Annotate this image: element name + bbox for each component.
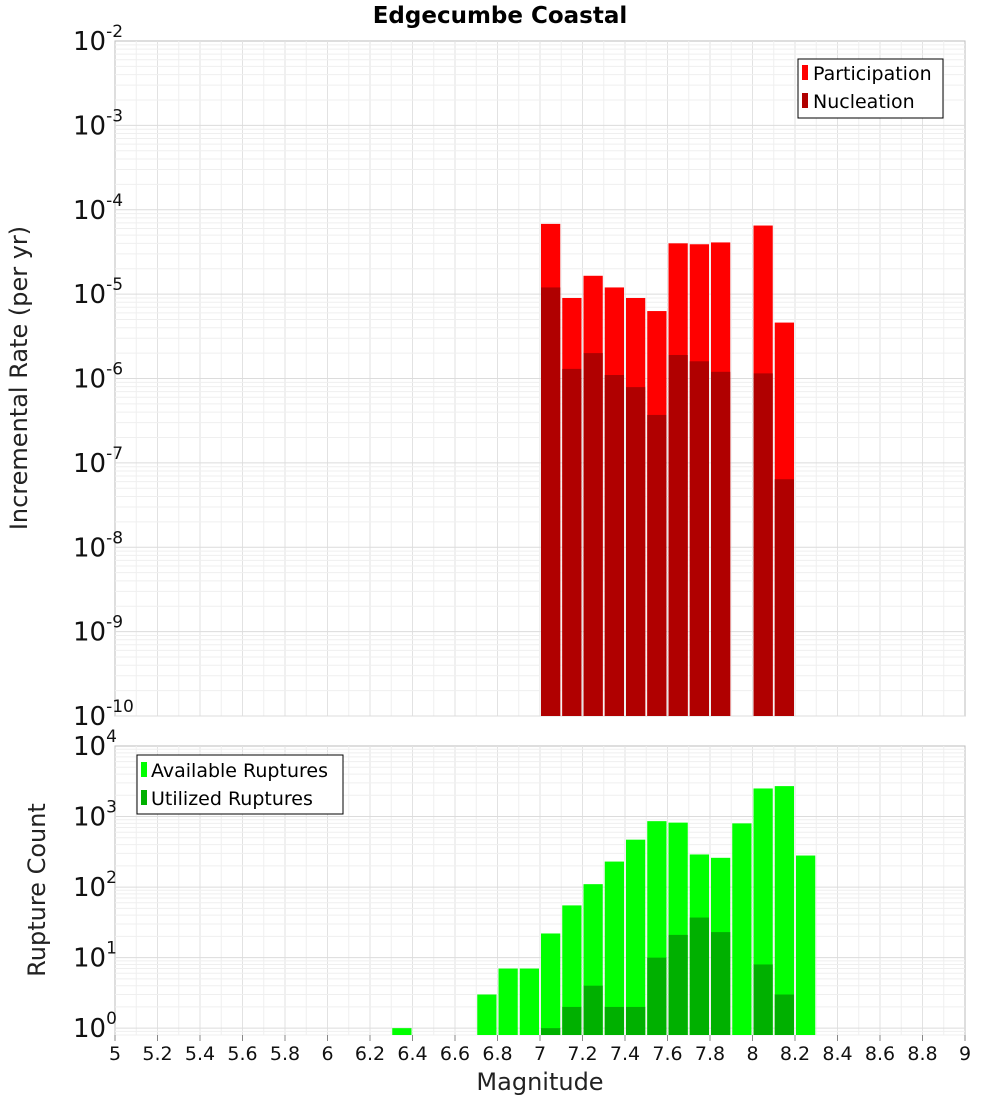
rate-bar-nucleation <box>647 414 667 716</box>
rate-gridlines <box>115 41 965 717</box>
rate-bar-nucleation <box>668 354 688 716</box>
legend-swatch-nucleation <box>802 93 808 108</box>
legend-label-utilized: Utilized Ruptures <box>151 788 313 810</box>
count-y-tick-label: 101 <box>73 939 117 974</box>
rate-y-tick-label: 10-6 <box>73 360 123 395</box>
count-legend: Available Ruptures Utilized Ruptures <box>136 754 344 815</box>
rate-bar-nucleation <box>604 375 624 716</box>
rate-legend: Participation Nucleation <box>797 58 944 119</box>
x-tick-label: 5.8 <box>270 1043 300 1065</box>
x-tick-label: 8.4 <box>822 1043 852 1065</box>
count-y-ticks: 100 101 102 103 104 <box>73 727 117 1044</box>
rate-bar-nucleation <box>562 368 582 716</box>
rate-legend-box <box>797 58 944 119</box>
chart-title: Edgecumbe Coastal <box>373 3 628 29</box>
x-tick-label: 7.8 <box>695 1043 725 1065</box>
legend-label-participation: Participation <box>813 63 932 85</box>
x-tick-label: 8 <box>746 1043 758 1065</box>
rate-y-tick-label: 10-9 <box>73 613 123 648</box>
rate-bar-nucleation <box>689 361 709 716</box>
count-bar-available-ruptures <box>562 905 582 1035</box>
count-y-tick-label: 100 <box>73 1009 117 1044</box>
count-bar-utilized-ruptures <box>689 917 709 1035</box>
count-y-tick-label: 103 <box>73 798 117 833</box>
count-bar-available-ruptures <box>604 861 624 1035</box>
count-bar-available-ruptures <box>796 855 816 1035</box>
count-y-tick-label: 102 <box>73 868 117 903</box>
rate-y-tick-label: 10-5 <box>73 275 123 310</box>
x-tick-label: 5 <box>109 1043 121 1065</box>
count-bar-utilized-ruptures <box>604 1006 624 1035</box>
count-bar-utilized-ruptures <box>647 957 667 1035</box>
count-bar-available-ruptures <box>541 933 561 1035</box>
count-bar-available-ruptures <box>519 968 539 1035</box>
x-tick-label: 7.6 <box>652 1043 682 1065</box>
count-y-tick-label: 104 <box>73 727 117 762</box>
rate-y-tick-label: 10-8 <box>73 528 123 563</box>
x-tick-label: 6.4 <box>397 1043 427 1065</box>
x-tick-label: 8.8 <box>907 1043 937 1065</box>
count-bar-available-ruptures <box>477 994 497 1035</box>
count-bar-utilized-ruptures <box>711 932 731 1035</box>
count-bar-utilized-ruptures <box>753 964 773 1035</box>
x-tick-label: 9 <box>959 1043 971 1065</box>
rate-bar-nucleation <box>774 479 794 716</box>
legend-label-nucleation: Nucleation <box>813 91 915 113</box>
x-axis-ticks: 5 5.2 5.4 5.6 5.8 6 6.2 6.4 6.6 6.8 7 7.2 7.4 7.6 7.8 8… <box>109 1035 971 1065</box>
x-tick-label: 6.8 <box>482 1043 512 1065</box>
x-tick-label: 5.4 <box>185 1043 215 1065</box>
count-bar-utilized-ruptures <box>774 994 794 1035</box>
x-tick-label: 6.6 <box>440 1043 470 1065</box>
x-tick-label: 5.2 <box>142 1043 172 1065</box>
count-bar-available-ruptures <box>732 823 752 1035</box>
count-bar-utilized-ruptures <box>583 985 603 1035</box>
rate-y-tick-label: 10-3 <box>73 106 123 141</box>
rate-y-ticks: 10-10 10-9 10-8 10-7 10-6 10-5 10-4 10-3 10-2 <box>73 22 134 732</box>
rate-y-tick-label: 10-4 <box>73 191 123 226</box>
rate-bars <box>541 223 794 717</box>
x-tick-label: 5.6 <box>227 1043 257 1065</box>
count-bar-utilized-ruptures <box>562 1006 582 1035</box>
incremental-rate-plot: 10-10 10-9 10-8 10-7 10-6 10-5 10-4 10-3 10-2 In… <box>5 22 966 732</box>
rate-y-tick-label: 10-10 <box>73 697 134 732</box>
count-y-axis-label: Rupture Count <box>23 803 51 977</box>
rate-y-axis-label: Incremental Rate (per yr) <box>5 226 33 530</box>
count-legend-box <box>136 754 344 815</box>
rate-bar-nucleation <box>583 353 603 716</box>
x-tick-label: 7.4 <box>610 1043 640 1065</box>
x-axis-label: Magnitude <box>476 1068 603 1096</box>
count-bars <box>392 786 816 1035</box>
x-tick-label: 7.2 <box>567 1043 597 1065</box>
rate-bar-nucleation <box>711 371 731 716</box>
count-bar-available-ruptures <box>774 786 794 1035</box>
count-bar-utilized-ruptures <box>668 934 688 1035</box>
count-bar-available-ruptures <box>498 968 518 1035</box>
x-tick-label: 7 <box>534 1043 546 1065</box>
rate-bar-nucleation <box>753 373 773 716</box>
count-bar-available-ruptures <box>392 1028 412 1035</box>
legend-swatch-available <box>141 762 147 777</box>
x-tick-label: 8.6 <box>865 1043 895 1065</box>
rate-bar-nucleation <box>626 387 646 716</box>
legend-swatch-participation <box>802 65 808 80</box>
legend-label-available: Available Ruptures <box>151 760 328 782</box>
count-bar-utilized-ruptures <box>626 1006 646 1035</box>
count-bar-available-ruptures <box>626 839 646 1035</box>
rate-y-tick-label: 10-2 <box>73 22 123 57</box>
count-bar-utilized-ruptures <box>541 1028 561 1035</box>
rupture-count-plot: 100 101 102 103 104 Rupture Count Available … <box>23 727 966 1044</box>
legend-swatch-utilized <box>141 790 147 805</box>
rate-y-tick-label: 10-7 <box>73 444 123 479</box>
rate-bar-nucleation <box>541 287 561 716</box>
x-tick-label: 8.2 <box>780 1043 810 1065</box>
x-tick-label: 6 <box>321 1043 333 1065</box>
x-tick-label: 6.2 <box>355 1043 385 1065</box>
